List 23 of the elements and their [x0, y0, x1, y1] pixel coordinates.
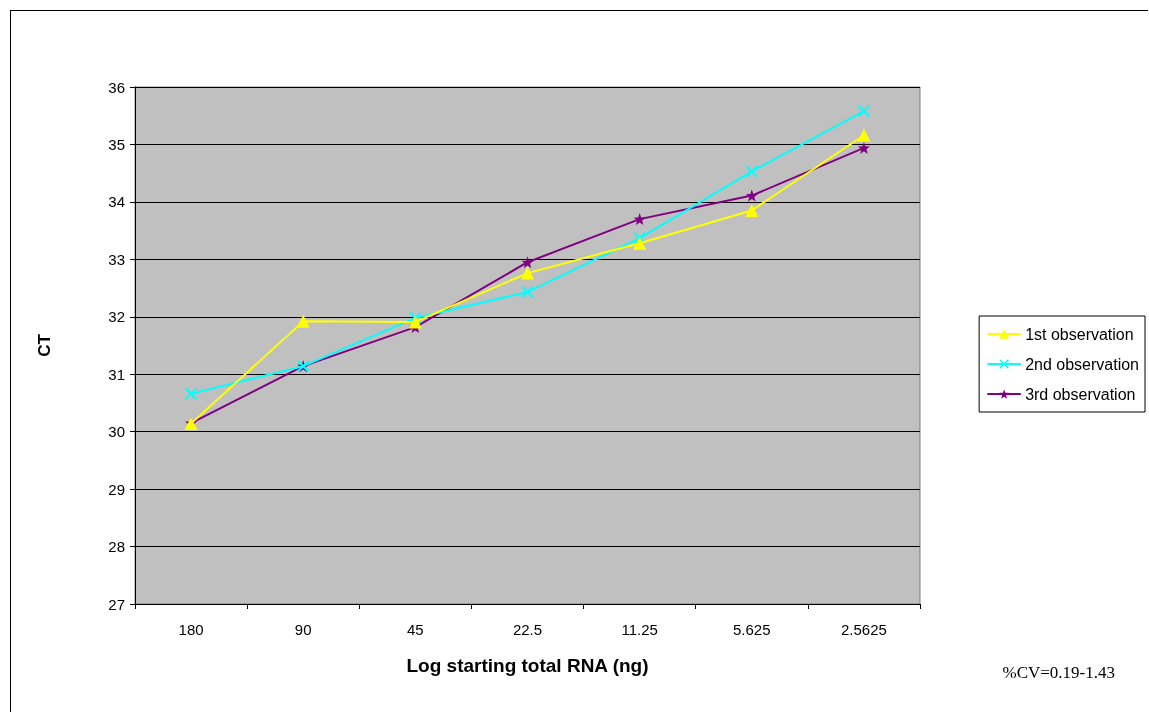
y-tick-label: 32: [108, 308, 125, 326]
x-axis-title: Log starting total RNA (ng): [406, 655, 649, 676]
legend-label: 2nd observation: [1025, 355, 1139, 373]
x-tick-label: 180: [178, 621, 204, 638]
legend-label: 1st observation: [1025, 325, 1134, 343]
y-tick-label: 30: [108, 423, 125, 441]
x-tick-label: 11.25: [621, 621, 658, 638]
y-tick-label: 36: [108, 78, 125, 96]
x-tick-label: 90: [294, 621, 312, 638]
x-tick-label: 45: [407, 621, 424, 638]
text: %CV=0.19-1.43: [1002, 663, 1116, 682]
x-tick-label: 22.5: [512, 621, 543, 638]
y-tick-label: 31: [108, 365, 125, 383]
y-tick-label: 28: [108, 538, 125, 556]
legend-label: 3rd observation: [1025, 385, 1136, 403]
y-tick-label: 34: [108, 193, 125, 211]
x-tick-label: 2.5625: [840, 621, 887, 638]
y-tick-label: 33: [108, 250, 125, 268]
x-tick-label: 5.625: [733, 621, 771, 638]
y-tick-label: 27: [108, 595, 125, 613]
y-tick-label: 29: [108, 480, 125, 498]
y-tick-label: 35: [108, 135, 125, 153]
y-axis-title: CT: [35, 333, 54, 357]
